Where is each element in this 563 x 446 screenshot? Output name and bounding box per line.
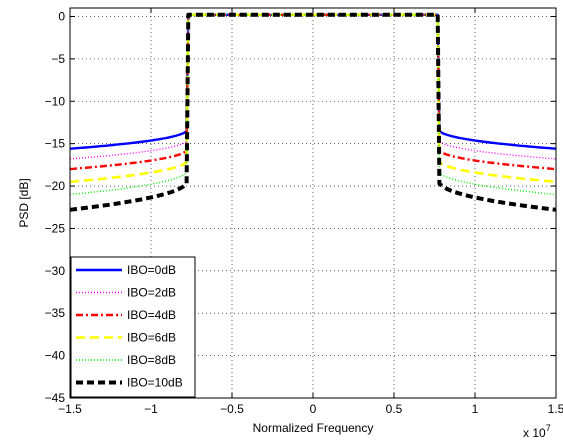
legend-label: IBO=10dB <box>127 376 183 390</box>
series-line-ibo-8db <box>69 14 557 196</box>
x-axis-scale-label: x 107 <box>523 423 551 440</box>
y-tick-label: −40 <box>45 349 66 363</box>
series-line-ibo-10db <box>69 12 557 212</box>
legend-label: IBO=4dB <box>127 308 176 322</box>
legend-label: IBO=6dB <box>127 331 176 345</box>
x-tick-label: 0.5 <box>386 402 403 416</box>
y-tick-label: −25 <box>45 221 66 235</box>
x-axis-label: Normalized Frequency <box>253 421 374 435</box>
x-tick-label: 1.5 <box>548 402 563 416</box>
x-tick-label: −0.5 <box>220 402 244 416</box>
legend-label: IBO=8dB <box>127 353 176 367</box>
legend: IBO=0dB IBO=2dB IBO=4dB IBO=6dB IBO=8dB IBO=1… <box>70 256 196 398</box>
y-tick-label: −15 <box>45 137 66 151</box>
y-tick-label: −30 <box>45 264 66 278</box>
x-scale-base: x 10 <box>523 426 546 440</box>
x-tick-label: 1 <box>472 402 479 416</box>
y-tick-label: −35 <box>45 306 66 320</box>
y-tick-label: −45 <box>45 391 66 405</box>
y-tick-label: −20 <box>45 179 66 193</box>
y-axis-label: PSD [dB] <box>17 178 31 227</box>
x-tick-label: 0 <box>310 402 317 416</box>
y-tick-label: −10 <box>45 94 66 108</box>
series-line-ibo-4db <box>69 13 557 171</box>
x-scale-exponent: 7 <box>546 423 551 433</box>
x-tick-label: −1.5 <box>58 402 82 416</box>
y-tick-label: 0 <box>58 9 65 23</box>
legend-label: IBO=0dB <box>127 263 176 277</box>
series-layer <box>69 12 557 212</box>
legend-box <box>70 256 196 398</box>
y-tick-label: −5 <box>51 52 65 66</box>
legend-label: IBO=2dB <box>127 286 176 300</box>
tick-layer: −1.5 −1 −0.5 0 0.5 1 1.5 0 −5 −10 −15 −20 −25 −30 −35 −… <box>45 8 563 416</box>
series-line-ibo-6db <box>69 13 557 184</box>
x-tick-label: −1 <box>144 402 158 416</box>
legend-items: IBO=0dB IBO=2dB IBO=4dB IBO=6dB IBO=8dB IBO=1… <box>76 263 183 390</box>
